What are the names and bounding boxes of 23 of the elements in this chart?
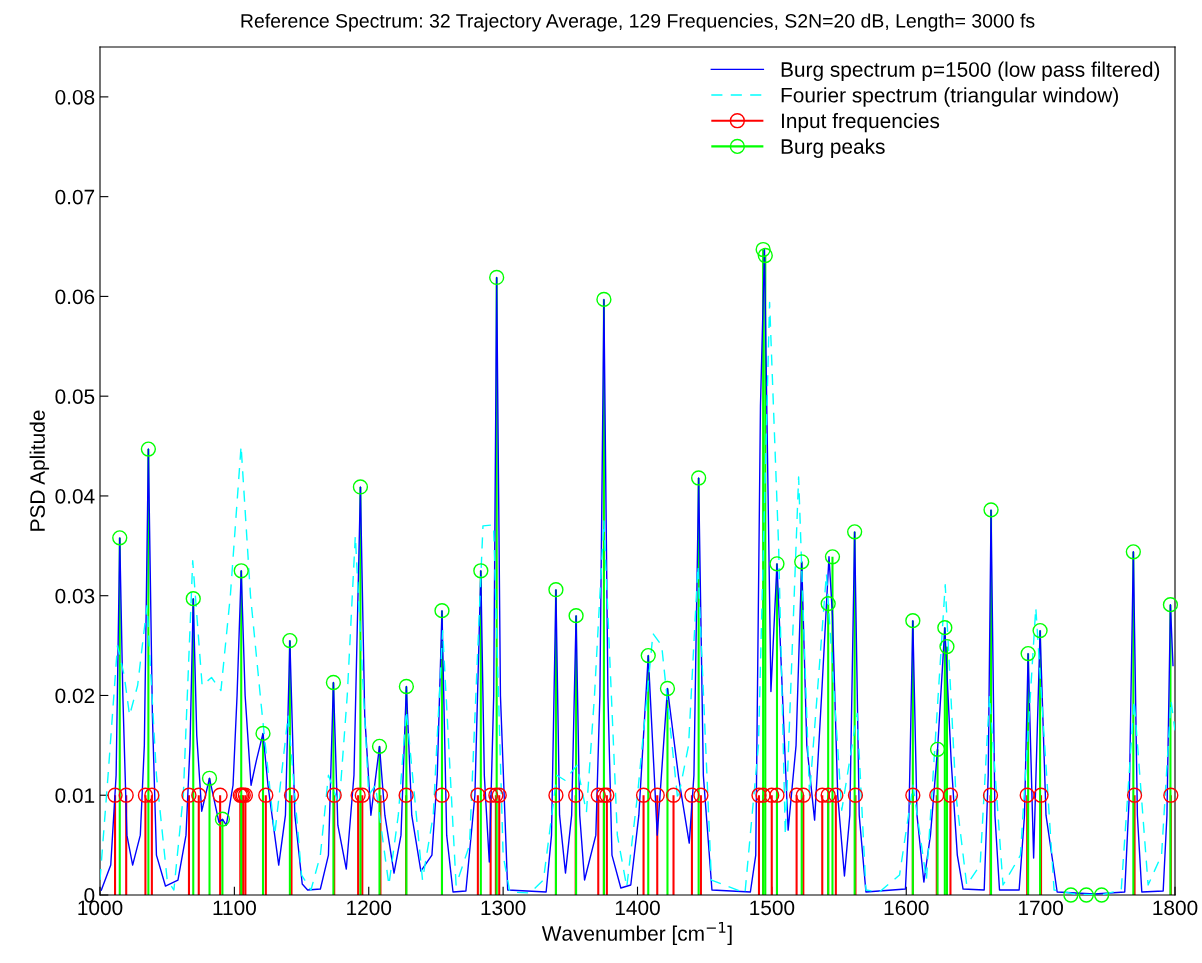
legend-label: Fourier spectrum (triangular window) [781,87,1118,107]
y-axis-title: PSD Aplitude [29,410,50,531]
x-tick-label: 1200 [347,900,392,916]
y-tick-label: 0.06 [55,289,95,305]
y-tick-label: 0.05 [55,389,95,404]
x-tick-label: 1100 [213,900,256,916]
y-tick-label: 0.03 [55,588,95,604]
legend-label: Burg peaks [781,138,885,159]
x-tick-label: 1600 [884,900,929,916]
legend-label: Burg spectrum p=1500 (low pass filtered) [781,61,1160,81]
legend-label: Input frequencies [781,112,940,133]
chart-title: Reference Spectrum: 32 Trajectory Average, 129 Frequencies, S2N=20 dB, Length= 3000 fs [241,13,1035,32]
x-tick-label: 1800 [1153,900,1198,916]
x-tick-label: 1500 [750,900,795,916]
x-tick-label: 1300 [481,900,526,916]
y-tick-label: 0.08 [55,89,95,105]
y-tick-label: 0.01 [55,788,95,803]
y-tick-label: 0.07 [55,189,95,205]
x-axis-title: Wavenumber [cm$^{−1}$] [541,922,732,945]
x-tick-label: 1400 [615,900,660,916]
y-tick-label: 0.02 [55,688,95,704]
x-tick-label: 1700 [1019,900,1063,916]
y-tick-label: 0.04 [55,488,95,504]
